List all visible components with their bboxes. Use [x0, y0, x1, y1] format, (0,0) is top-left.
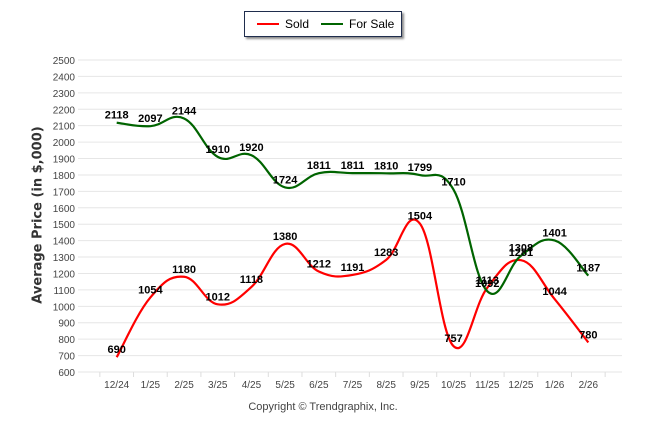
x-tick-label: 3/25	[208, 380, 228, 391]
x-tick-label: 9/25	[410, 380, 430, 391]
legend: Sold For Sale	[244, 11, 402, 37]
data-label-sold: 1054	[138, 284, 163, 296]
y-tick-label: 1100	[53, 286, 75, 297]
gridlines	[78, 59, 622, 373]
x-tick-label: 12/24	[104, 380, 129, 391]
y-tick-label: 1800	[53, 171, 76, 182]
data-label-for-sale: 1920	[239, 142, 263, 154]
y-tick-label: 1600	[53, 204, 76, 215]
y-tick-label: 800	[58, 335, 75, 346]
series-lines	[115, 115, 590, 358]
x-tick-label: 11/25	[475, 380, 500, 391]
legend-label-sold: Sold	[285, 17, 310, 31]
data-label-for-sale: 1810	[374, 160, 398, 172]
legend-label-for-sale: For Sale	[349, 17, 395, 31]
copyright-text: Copyright © Trendgraphix, Inc.	[248, 401, 398, 413]
y-tick-label: 2200	[53, 105, 76, 116]
x-axis-ticks: 12/24 1/25 2/25 3/25 4/25 5/25 6/25 7/25 8/25 9/2…	[99, 372, 606, 391]
data-label-for-sale: 1401	[542, 227, 566, 239]
data-label-for-sale: 1308	[509, 243, 533, 255]
y-tick-label: 1200	[53, 269, 76, 280]
y-tick-label: 1400	[53, 237, 76, 248]
y-axis-ticks: 600 700 800 900 1000 1100 1200 1300 1400 1500 1600…	[53, 56, 76, 379]
y-tick-label: 600	[58, 368, 75, 379]
data-label-for-sale: 1724	[273, 174, 298, 186]
x-tick-label: 8/25	[376, 380, 396, 391]
y-tick-label: 1500	[53, 220, 76, 231]
y-tick-label: 1700	[53, 187, 76, 198]
series-line-sold	[115, 218, 590, 358]
data-label-sold: 1180	[172, 264, 196, 276]
series-line-for-sale	[116, 115, 590, 295]
x-tick-label: 10/25	[441, 380, 466, 391]
data-label-sold: 1012	[206, 291, 230, 303]
data-label-sold: 1212	[307, 259, 331, 271]
legend-swatch-for-sale	[321, 23, 343, 25]
data-label-sold: 1504	[408, 211, 433, 223]
x-tick-label: 2/25	[174, 380, 194, 391]
data-label-sold: 690	[108, 344, 126, 356]
data-label-sold: 780	[579, 329, 597, 341]
y-tick-label: 2400	[53, 72, 76, 83]
data-label-sold: 1281	[509, 247, 533, 259]
y-tick-label: 2500	[53, 56, 76, 67]
y-axis-title: Average Price (in $,000)	[30, 126, 46, 304]
data-label-for-sale: 1910	[206, 144, 230, 156]
data-label-for-sale: 2144	[172, 105, 197, 117]
data-label-for-sale: 2097	[138, 113, 162, 125]
data-label-sold: 1380	[273, 231, 297, 243]
y-tick-label: 1900	[53, 155, 76, 166]
x-tick-label: 7/25	[343, 380, 363, 391]
data-label-sold: 1113	[476, 275, 499, 287]
data-label-sold: 1118	[240, 274, 263, 286]
x-tick-label: 2/26	[579, 380, 599, 391]
data-label-for-sale: 1187	[576, 263, 600, 275]
data-label-sold: 1191	[341, 262, 365, 274]
data-label-for-sale: 1811	[307, 160, 331, 172]
y-tick-label: 2100	[53, 122, 76, 133]
data-label-for-sale: 1799	[408, 162, 432, 174]
data-label-for-sale: 1710	[441, 177, 465, 189]
x-tick-label: 1/26	[545, 380, 565, 391]
data-label-sold: 757	[444, 333, 462, 345]
data-label-sold: 1283	[374, 247, 398, 259]
data-labels: 690 1054 1180 1012 1118 1380 1212 1191 1283 1504 7…	[105, 105, 601, 356]
x-tick-label: 5/25	[275, 380, 295, 391]
y-tick-label: 900	[58, 319, 75, 330]
y-tick-label: 2000	[53, 138, 76, 149]
data-label-sold: 1044	[542, 286, 567, 298]
x-tick-label: 1/25	[141, 380, 161, 391]
x-tick-label: 4/25	[242, 380, 262, 391]
legend-swatch-sold	[257, 23, 279, 25]
legend-item-for-sale[interactable]: For Sale	[321, 17, 394, 31]
x-tick-label: 12/25	[508, 380, 533, 391]
data-label-for-sale: 2118	[105, 110, 129, 122]
legend-item-sold[interactable]: Sold	[257, 17, 309, 31]
y-tick-label: 2300	[53, 89, 76, 100]
data-label-for-sale: 1811	[341, 160, 365, 172]
data-label-for-sale: 1092	[475, 278, 499, 290]
x-tick-label: 6/25	[309, 380, 329, 391]
y-tick-label: 1000	[53, 302, 76, 313]
y-tick-label: 700	[58, 352, 75, 363]
y-tick-label: 1300	[53, 253, 76, 264]
